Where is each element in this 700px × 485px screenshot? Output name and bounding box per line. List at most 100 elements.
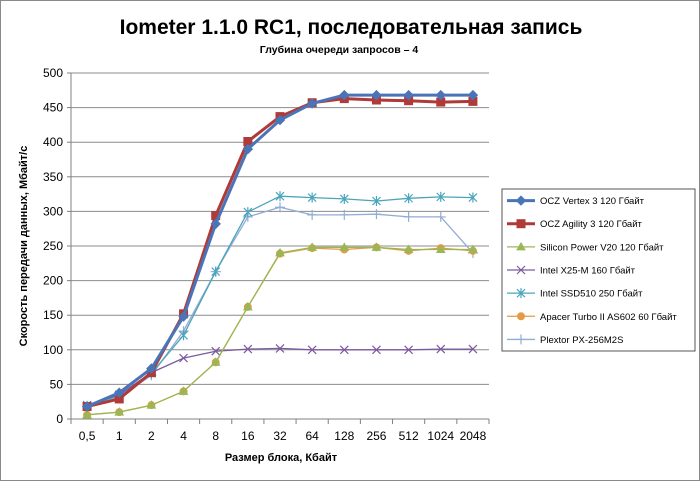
data-point — [468, 244, 478, 253]
data-point — [435, 211, 446, 222]
series-lines — [81, 89, 479, 419]
y-tick-label: 250 — [43, 239, 63, 253]
chart-subtitle: Глубина очереди запросов – 4 — [260, 44, 419, 56]
series-line — [87, 246, 473, 416]
data-point — [404, 193, 414, 204]
legend-item: OCZ Vertex 3 120 Гбайт — [507, 195, 645, 207]
data-point — [242, 143, 254, 155]
legend-marker — [517, 312, 525, 321]
data-point — [307, 192, 317, 203]
x-tick-label: 2 — [148, 429, 155, 443]
legend-marker — [515, 195, 527, 206]
y-tick-label: 350 — [43, 170, 63, 184]
data-point — [275, 202, 285, 213]
data-point — [468, 192, 478, 203]
legend-item: Intel X25-M 160 Гбайт — [507, 266, 636, 277]
legend-label: Intel X25-M 160 Гбайт — [540, 266, 636, 277]
chart-title: Iometer 1.1.0 RC1, последовательная запи… — [120, 16, 583, 39]
x-tick-label: 8 — [212, 429, 219, 443]
series-2 — [82, 242, 478, 419]
data-point — [275, 191, 285, 202]
legend-label: Silicon Power V20 120 Гбайт — [540, 242, 664, 253]
x-tick-label: 1024 — [427, 429, 454, 443]
x-tick-label: 64 — [305, 429, 319, 443]
data-point — [114, 407, 125, 416]
legend-item: Apacer Turbo II AS602 60 Гбайт — [507, 312, 677, 323]
data-point — [82, 409, 92, 419]
data-point — [210, 218, 221, 230]
data-point — [275, 343, 285, 353]
legend-label: OCZ Vertex 3 120 Гбайт — [540, 196, 645, 207]
data-point — [306, 98, 318, 109]
data-point — [371, 209, 382, 220]
y-tick-label: 100 — [43, 343, 63, 357]
legend-label: Apacer Turbo II AS602 60 Гбайт — [540, 312, 677, 323]
data-point — [243, 207, 253, 218]
data-point — [403, 211, 414, 222]
data-point — [435, 244, 446, 253]
data-point — [403, 89, 414, 101]
legend-marker — [516, 334, 526, 345]
data-point — [436, 344, 446, 354]
series-0 — [81, 89, 479, 412]
legend-marker — [516, 219, 526, 229]
data-point — [146, 400, 157, 409]
data-point — [339, 209, 350, 220]
data-point — [467, 89, 479, 101]
y-tick-label: 400 — [43, 135, 63, 149]
x-tick-label: 512 — [399, 429, 419, 443]
data-point — [371, 242, 382, 251]
data-point — [81, 401, 93, 412]
y-tick-label: 150 — [43, 308, 63, 322]
data-point — [243, 344, 253, 354]
y-tick-label: 200 — [43, 274, 63, 288]
legend-label: Intel SSD510 250 Гбайт — [540, 289, 643, 300]
x-tick-label: 2048 — [460, 429, 487, 443]
y-tick-label: 500 — [43, 66, 63, 80]
legend-item: Intel SSD510 250 Гбайт — [507, 288, 643, 300]
data-point — [371, 89, 382, 101]
data-point — [114, 387, 125, 398]
series-line — [87, 246, 473, 416]
legend-marker — [516, 265, 526, 275]
data-point — [211, 266, 221, 277]
data-point — [339, 242, 350, 251]
data-point — [435, 89, 446, 101]
data-point — [146, 363, 157, 374]
y-tick-label: 300 — [43, 204, 63, 218]
legend-item: Silicon Power V20 120 Гбайт — [507, 241, 664, 253]
legend-item: Plextor PX-256M2S — [507, 334, 623, 346]
data-point — [339, 345, 349, 355]
data-point — [372, 345, 381, 355]
data-point — [178, 311, 189, 322]
x-tick-label: 1 — [116, 429, 123, 443]
data-point — [275, 247, 285, 257]
data-point — [403, 244, 414, 253]
y-axis-title: Скорость передачи данных, Мбайт/с — [18, 146, 30, 347]
legend-marker — [516, 241, 526, 251]
data-point — [307, 209, 318, 220]
x-tick-label: 32 — [273, 429, 287, 443]
x-tick-label: 16 — [241, 429, 255, 443]
data-point — [404, 345, 414, 355]
data-point — [436, 191, 446, 202]
axes: 0 50 100 150 200 250 300 350 400 450 500 0,5 1 2 4 8 16 3… — [43, 66, 490, 443]
legend-label: OCZ Agility 3 120 Гбайт — [540, 219, 643, 230]
series-4 — [82, 191, 478, 411]
data-point — [274, 114, 286, 126]
legend-item: OCZ Agility 3 120 Гбайт — [507, 219, 643, 230]
data-point — [339, 193, 349, 204]
data-point — [307, 345, 317, 355]
x-tick-label: 0,5 — [79, 429, 96, 443]
data-point — [339, 89, 350, 101]
data-point — [468, 344, 478, 354]
y-tick-label: 450 — [43, 101, 63, 115]
data-point — [372, 196, 381, 207]
data-point — [211, 346, 221, 356]
x-tick-label: 256 — [366, 429, 386, 443]
data-point — [178, 386, 189, 395]
data-point — [210, 357, 221, 366]
legend-label: Plextor PX-256M2S — [540, 335, 623, 346]
